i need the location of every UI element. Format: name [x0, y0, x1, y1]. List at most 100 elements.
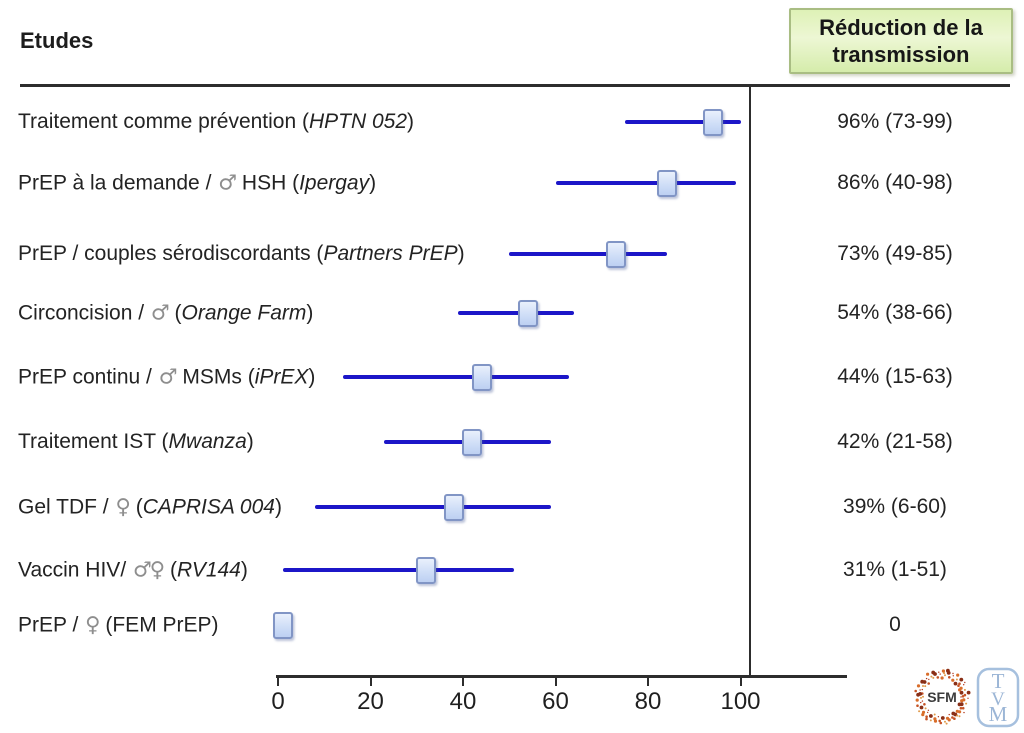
sfm-logo-speckle — [915, 698, 919, 702]
sfm-logo-speckle — [929, 719, 932, 722]
study-label-text: ( — [129, 495, 143, 519]
x-axis-tick — [369, 678, 372, 686]
ci-line — [624, 120, 741, 124]
sfm-logo-speckle — [945, 716, 950, 720]
sfm-logo-speckle — [940, 716, 945, 720]
value-label: 31% (1-51) — [843, 558, 947, 581]
sfm-logo-speckle — [916, 684, 921, 688]
sfm-logo-speckle — [919, 689, 921, 691]
sfm-logo-speckle — [944, 674, 946, 677]
sfm-logo-speckle — [918, 710, 921, 713]
sfm-logo-speckle — [951, 716, 954, 719]
sfm-logo-speckle — [944, 720, 946, 723]
sfm-logo-speckle — [938, 671, 940, 673]
sfm-logo-speckle — [952, 672, 954, 675]
x-axis-tick — [277, 678, 279, 686]
study-label-text: Traitement IST ( — [18, 430, 169, 453]
study-label-text: ) — [246, 430, 254, 453]
effect-marker — [272, 612, 293, 639]
sfm-logo-speckle — [916, 704, 919, 707]
reduction-header-box: Réduction de la transmission — [789, 8, 1013, 74]
study-label-text: PrEP / — [18, 613, 85, 637]
value-label: 86% (40-98) — [837, 171, 953, 194]
value-label: 39% (6-60) — [843, 495, 947, 518]
tvm-letter-v: V — [991, 689, 1005, 710]
reduction-header-line1: Réduction de la — [819, 15, 983, 40]
study-label-text: ) — [306, 301, 314, 325]
sfm-logo-speckle — [939, 673, 941, 675]
ci-line — [555, 181, 736, 185]
sfm-logo-speckle — [918, 692, 923, 696]
sfm-logo-speckle — [958, 682, 961, 685]
sfm-logo-speckle — [961, 695, 965, 698]
study-label-text: PrEP continu / — [18, 365, 158, 389]
x-axis-tick-label: 40 — [449, 688, 477, 715]
study-label-text: Vaccin HIV/ — [18, 558, 132, 582]
sfm-logo-speckle — [955, 709, 959, 713]
sfm-logo-speckle — [967, 697, 969, 699]
effect-marker — [471, 364, 492, 391]
study-label-text: HSH ( — [236, 171, 300, 195]
value-label: 44% (15-63) — [837, 365, 953, 388]
sfm-logo-speckle — [952, 675, 954, 677]
tvm-logo-frame — [976, 667, 1020, 728]
sfm-logo-speckle — [960, 699, 964, 703]
study-label-text: ) — [369, 171, 377, 195]
sfm-logo-speckle — [933, 713, 936, 716]
tvm-logo: T V M — [976, 667, 1020, 728]
sfm-logo-speckle — [958, 715, 961, 718]
gender-symbol: ♂ — [150, 300, 170, 325]
reduction-header-line2: transmission — [832, 42, 970, 67]
study-label-text: ( — [168, 301, 182, 325]
sfm-logo-speckle — [961, 706, 965, 710]
value-label: 42% (21-58) — [837, 430, 953, 453]
sfm-logo-speckle — [928, 678, 930, 681]
gender-symbol: ♀ — [85, 612, 100, 637]
sfm-logo-speckle — [941, 669, 945, 673]
sfm-logo-speckle — [963, 688, 966, 691]
sfm-logo-speckle — [925, 677, 928, 680]
study-label-text: PrEP / couples sérodiscordants ( — [18, 242, 324, 265]
sfm-logo-speckle — [946, 671, 951, 675]
sfm-logo-speckle — [919, 705, 924, 710]
sfm-logo-speckle — [925, 717, 928, 721]
effect-marker — [702, 109, 723, 136]
study-name-italic: RV144 — [177, 558, 241, 582]
sfm-logo-speckle — [963, 684, 965, 686]
study-label: Circoncision / ♂ (Orange Farm) — [18, 301, 313, 326]
x-axis-tick — [554, 678, 557, 686]
sfm-logo-speckle — [932, 676, 935, 679]
sfm-logo-speckle — [958, 688, 962, 692]
effect-marker — [517, 300, 538, 327]
sfm-logo-text: SFM — [927, 689, 957, 705]
sfm-logo-speckle — [924, 685, 927, 688]
x-axis-tick — [462, 678, 464, 686]
study-label: Gel TDF / ♀ (CAPRISA 004) — [18, 495, 282, 520]
study-label-text: PrEP à la demande / — [18, 171, 218, 195]
sfm-logo-speckle — [943, 672, 946, 675]
gender-symbol: ♀ — [115, 494, 130, 519]
study-name-italic: CAPRISA 004 — [142, 495, 275, 519]
top-rule — [20, 84, 1010, 87]
study-label-text: (FEM PrEP) — [99, 613, 219, 637]
sfm-logo-speckle — [929, 714, 933, 718]
x-axis-tick-label: 20 — [357, 688, 384, 715]
sfm-logo-speckle — [963, 711, 965, 714]
sfm-logo-speckle — [960, 696, 962, 698]
sfm-logo-speckle — [923, 703, 926, 706]
sfm-logo-speckle — [924, 707, 927, 710]
sfm-logo-speckle — [953, 717, 956, 720]
study-label-text: ( — [164, 558, 178, 582]
sfm-logo-speckle — [921, 700, 924, 702]
sfm-logo-speckle — [956, 673, 960, 677]
sfm-logo-speckle — [965, 702, 968, 705]
effect-marker — [462, 429, 483, 456]
tvm-letter-t: T — [992, 669, 1005, 693]
sfm-logo-speckle — [933, 717, 937, 721]
study-label-text: ) — [457, 242, 465, 265]
study-label-text: Gel TDF / — [18, 495, 115, 519]
study-name-italic: Partners PrEP — [323, 242, 458, 265]
value-label: 0 — [889, 613, 901, 636]
sfm-logo-speckle — [957, 702, 962, 707]
sfm-logo-speckle — [963, 693, 967, 697]
